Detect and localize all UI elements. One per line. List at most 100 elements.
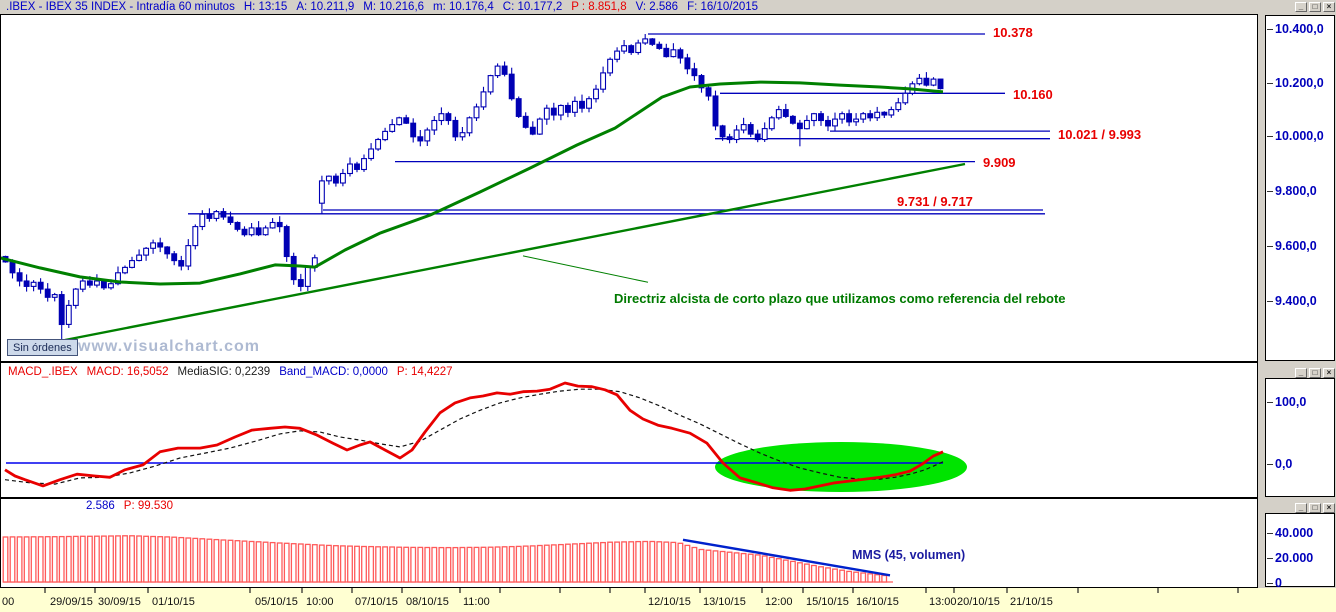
maximize-button[interactable]: □ — [1309, 503, 1321, 513]
candle — [220, 211, 227, 218]
volume-bar — [818, 566, 824, 583]
volume-bar — [122, 535, 128, 583]
maximize-button[interactable]: □ — [1309, 368, 1321, 378]
volume-bar — [768, 556, 775, 583]
header-segment: M: 10.216,6 — [363, 1, 425, 13]
no-orders-button[interactable]: Sin órdenes — [7, 339, 78, 356]
candle — [361, 158, 367, 171]
volume-bar — [157, 536, 164, 583]
annotation-pointer-line — [522, 255, 649, 283]
header-segment: C: 10.177,2 — [502, 1, 563, 13]
volume-bar — [108, 535, 114, 583]
candle — [382, 130, 389, 141]
time-label: 16/10/15 — [856, 596, 899, 608]
candle — [677, 49, 684, 59]
close-button[interactable]: × — [1323, 503, 1335, 513]
candle — [115, 272, 121, 285]
candle — [332, 175, 339, 184]
candle — [339, 172, 346, 184]
volume-bar — [255, 541, 262, 583]
volume-axis-pane[interactable]: 40.000 20.000 0 — [1265, 513, 1335, 590]
candle — [150, 242, 157, 249]
candle — [691, 68, 698, 77]
candle — [438, 113, 445, 122]
macd-line — [4, 381, 944, 492]
volume-bar — [178, 536, 185, 583]
volume-bar — [487, 546, 494, 583]
candle — [550, 107, 557, 116]
candle — [663, 47, 670, 58]
maximize-button[interactable]: □ — [1309, 2, 1321, 12]
volume-bar — [290, 543, 297, 583]
volume-bar — [396, 546, 403, 583]
volume-bar — [129, 535, 135, 583]
close-button[interactable]: × — [1323, 368, 1335, 378]
macd-axis-pane[interactable]: 100,0 0,0 — [1265, 378, 1335, 497]
candle — [452, 119, 459, 138]
close-button[interactable]: × — [1323, 2, 1335, 12]
header-segment: MediaSIG: 0,2239 — [177, 366, 271, 378]
candle — [375, 138, 382, 150]
candle — [712, 95, 719, 127]
candle — [571, 100, 578, 113]
candle — [726, 136, 733, 141]
candle — [283, 226, 290, 258]
volume-chart[interactable] — [0, 498, 1258, 588]
candle — [325, 175, 332, 182]
volume-bar — [304, 543, 311, 583]
candle — [480, 91, 487, 108]
volume-bar — [79, 535, 86, 583]
volume-bar — [283, 542, 290, 583]
volume-bar — [452, 546, 459, 583]
candle — [37, 281, 44, 290]
volume-bar — [150, 535, 157, 583]
candle — [670, 49, 677, 58]
candle — [51, 294, 58, 298]
candle — [803, 119, 810, 130]
time-label: 29/09/15 — [50, 596, 93, 608]
candle — [501, 65, 508, 75]
price-chart[interactable]: 10.378 10.160 10.021 / 9.993 9.909 9.731 / 9… — [0, 14, 1258, 362]
volume-bar — [571, 543, 578, 583]
minimize-button[interactable]: _ — [1295, 2, 1307, 12]
candle — [789, 115, 796, 124]
candle — [607, 58, 614, 74]
candle — [368, 148, 375, 160]
time-label: 07/10/15 — [355, 596, 398, 608]
candle — [269, 221, 276, 229]
volume-bar — [881, 574, 888, 583]
volume-bar — [614, 541, 621, 583]
volume-bar — [325, 544, 332, 583]
time-axis[interactable]: 00 29/09/15 30/09/15 01/10/15 05/10/15 10:00 0… — [0, 588, 1336, 612]
axis-tick-label: 0 — [1267, 576, 1282, 590]
candle — [234, 221, 241, 230]
volume-bar — [143, 535, 150, 583]
candle — [396, 117, 403, 126]
minimize-button[interactable]: _ — [1295, 503, 1307, 513]
time-label: 21/10/15 — [1010, 596, 1053, 608]
volume-bar — [670, 541, 677, 583]
volume-bar — [825, 567, 831, 583]
volume-bar — [318, 544, 325, 583]
candle — [206, 213, 213, 219]
candle — [192, 226, 199, 247]
volume-bar — [30, 536, 37, 583]
volume-bar — [431, 546, 438, 583]
price-axis-pane[interactable]: 10.400,0 10.200,0 10.000,0 9.800,0 9.600,0 9.… — [1265, 15, 1335, 361]
volume-bar — [115, 535, 121, 583]
candle — [241, 228, 248, 236]
volume-bar — [860, 572, 867, 583]
volume-bar — [656, 541, 663, 583]
candle — [635, 42, 642, 54]
macd-chart[interactable] — [0, 362, 1258, 498]
candle — [768, 117, 775, 130]
volume-bar — [867, 573, 874, 583]
candle — [881, 111, 888, 116]
volume-bar — [185, 537, 192, 583]
axis-tick-label: 9.800,0 — [1267, 184, 1317, 198]
volume-bar — [846, 570, 853, 583]
volume-bar — [628, 541, 635, 583]
minimize-button[interactable]: _ — [1295, 368, 1307, 378]
candle — [564, 104, 571, 113]
candle — [579, 100, 585, 109]
